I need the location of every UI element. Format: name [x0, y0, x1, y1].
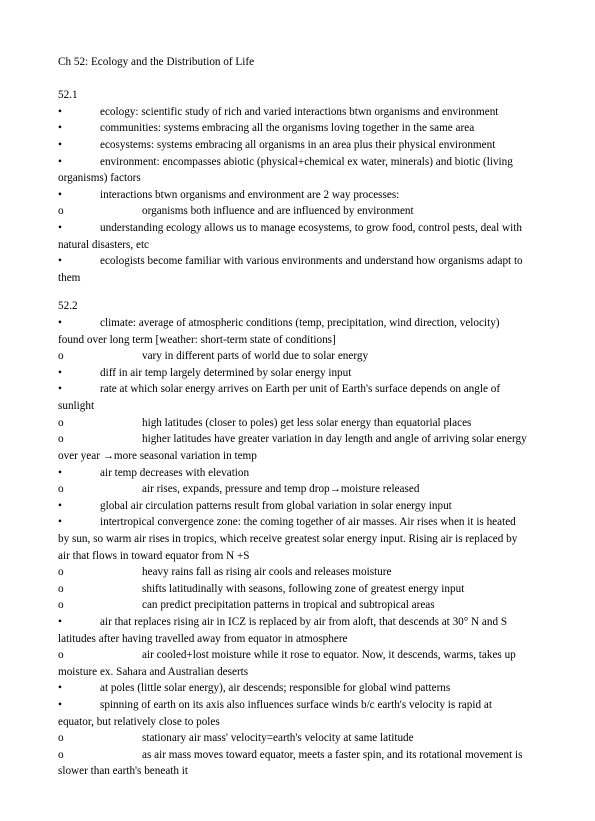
bullet-glyph: •	[58, 138, 100, 153]
item-text: air cooled+lost moisture while it rose t…	[142, 648, 537, 663]
bullet-glyph: •	[58, 366, 100, 381]
bullet-glyph: •	[58, 499, 100, 514]
bullet-item: •diff in air temp largely determined by …	[58, 366, 537, 381]
sub-bullet-item: o organisms both influence and are influe…	[58, 204, 537, 219]
sub-bullet-item: o vary in different parts of world due to…	[58, 349, 537, 364]
bullet-glyph: •	[58, 681, 100, 696]
bullet-item: •ecologists become familiar with various…	[58, 254, 537, 269]
bullet-item: •intertropical convergence zone: the com…	[58, 515, 537, 530]
bullet-item: •rate at which solar energy arrives on E…	[58, 382, 537, 397]
continuation-line: sunlight	[58, 399, 537, 414]
bullet-item: •global air circulation patterns result …	[58, 499, 537, 514]
sub-bullet-item: o air rises, expands, pressure and temp d…	[58, 482, 537, 497]
continuation-line: by sun, so warm air rises in tropics, wh…	[58, 532, 537, 547]
sub-bullet-item: o higher latitudes have greater variation…	[58, 432, 537, 447]
continuation-line: air that flows in toward equator from N …	[58, 549, 537, 564]
bullet-glyph: •	[58, 155, 100, 170]
bullet-item: •communities: systems embracing all the …	[58, 121, 537, 136]
sub-bullet-item: o can predict precipitation patterns in t…	[58, 598, 537, 613]
bullet-item: •air that replaces rising air in ICZ is …	[58, 615, 537, 630]
continuation-line: organisms) factors	[58, 171, 537, 186]
item-text: organisms both influence and are influen…	[142, 204, 537, 219]
document-page: Ch 52: Ecology and the Distribution of L…	[0, 0, 595, 821]
item-text: air rises, expands, pressure and temp dr…	[142, 482, 537, 497]
item-text: ecology: scientific study of rich and va…	[100, 105, 537, 120]
continuation-line: equator, but relatively close to poles	[58, 715, 537, 730]
bullet-item: •environment: encompasses abiotic (physi…	[58, 155, 537, 170]
bullet-glyph: •	[58, 698, 100, 713]
item-text: intertropical convergence zone: the comi…	[100, 515, 537, 530]
sub-bullet-item: o as air mass moves toward equator, meets…	[58, 748, 537, 763]
item-text: rate at which solar energy arrives on Ea…	[100, 382, 537, 397]
item-text: can predict precipitation patterns in tr…	[142, 598, 537, 613]
item-text: heavy rains fall as rising air cools and…	[142, 565, 537, 580]
bullet-glyph: •	[58, 221, 100, 236]
item-text: shifts latitudinally with seasons, follo…	[142, 582, 537, 597]
circle-glyph: o	[58, 349, 100, 364]
item-text: understanding ecology allows us to manag…	[100, 221, 537, 236]
circle-glyph: o	[58, 204, 100, 219]
bullet-glyph: •	[58, 121, 100, 136]
sub-bullet-item: o air cooled+lost moisture while it rose …	[58, 648, 537, 663]
item-text: high latitudes (closer to poles) get les…	[142, 416, 537, 431]
section-number: 52.2	[58, 299, 537, 314]
continuation-line: over year →more seasonal variation in te…	[58, 449, 537, 464]
bullet-glyph: •	[58, 105, 100, 120]
bullet-item: •spinning of earth on its axis also infl…	[58, 698, 537, 713]
continuation-line: slower than earth's beneath it	[58, 764, 537, 779]
bullet-glyph: •	[58, 188, 100, 203]
circle-glyph: o	[58, 432, 100, 447]
section-number: 52.1	[58, 88, 537, 103]
bullet-glyph: •	[58, 382, 100, 397]
bullet-glyph: •	[58, 316, 100, 331]
circle-glyph: o	[58, 565, 100, 580]
sub-bullet-item: o heavy rains fall as rising air cools an…	[58, 565, 537, 580]
circle-glyph: o	[58, 731, 100, 746]
item-text: at poles (little solar energy), air desc…	[100, 681, 537, 696]
item-text: climate: average of atmospheric conditio…	[100, 316, 537, 331]
sub-bullet-item: o stationary air mass' velocity=earth's v…	[58, 731, 537, 746]
circle-glyph: o	[58, 482, 100, 497]
item-text: environment: encompasses abiotic (physic…	[100, 155, 537, 170]
circle-glyph: o	[58, 416, 100, 431]
circle-glyph: o	[58, 598, 100, 613]
continuation-line: natural disasters, etc	[58, 238, 537, 253]
item-text: air temp decreases with elevation	[100, 466, 537, 481]
continuation-line: latitudes after having travelled away fr…	[58, 632, 537, 647]
item-text: global air circulation patterns result f…	[100, 499, 537, 514]
bullet-item: •ecosystems: systems embracing all organ…	[58, 138, 537, 153]
item-text: communities: systems embracing all the o…	[100, 121, 537, 136]
item-text: air that replaces rising air in ICZ is r…	[100, 615, 537, 630]
bullet-glyph: •	[58, 615, 100, 630]
item-text: ecologists become familiar with various …	[100, 254, 537, 269]
continuation-line: them	[58, 271, 537, 286]
item-text: ecosystems: systems embracing all organi…	[100, 138, 537, 153]
item-text: spinning of earth on its axis also influ…	[100, 698, 537, 713]
bullet-glyph: •	[58, 515, 100, 530]
bullet-glyph: •	[58, 254, 100, 269]
item-text: vary in different parts of world due to …	[142, 349, 537, 364]
document-body: 52.1•ecology: scientific study of rich a…	[58, 88, 537, 779]
bullet-item: •air temp decreases with elevation	[58, 466, 537, 481]
chapter-title: Ch 52: Ecology and the Distribution of L…	[58, 55, 537, 70]
item-text: higher latitudes have greater variation …	[142, 432, 537, 447]
bullet-glyph: •	[58, 466, 100, 481]
sub-bullet-item: o high latitudes (closer to poles) get le…	[58, 416, 537, 431]
circle-glyph: o	[58, 582, 100, 597]
bullet-item: •ecology: scientific study of rich and v…	[58, 105, 537, 120]
continuation-line: moisture ex. Sahara and Australian deser…	[58, 665, 537, 680]
circle-glyph: o	[58, 648, 100, 663]
item-text: stationary air mass' velocity=earth's ve…	[142, 731, 537, 746]
bullet-item: •climate: average of atmospheric conditi…	[58, 316, 537, 331]
sub-bullet-item: o shifts latitudinally with seasons, foll…	[58, 582, 537, 597]
continuation-line: found over long term [weather: short-ter…	[58, 333, 537, 348]
circle-glyph: o	[58, 748, 100, 763]
bullet-item: •understanding ecology allows us to mana…	[58, 221, 537, 236]
item-text: diff in air temp largely determined by s…	[100, 366, 537, 381]
bullet-item: •interactions btwn organisms and environ…	[58, 188, 537, 203]
bullet-item: •at poles (little solar energy), air des…	[58, 681, 537, 696]
item-text: interactions btwn organisms and environm…	[100, 188, 537, 203]
item-text: as air mass moves toward equator, meets …	[142, 748, 537, 763]
